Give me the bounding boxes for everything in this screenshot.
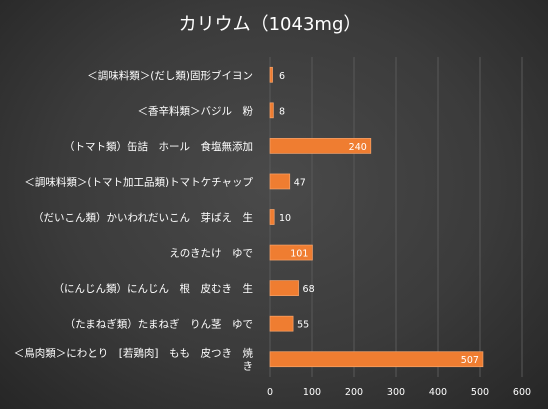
data-label: 507 [461, 355, 479, 366]
x-tick-label: 200 [345, 387, 363, 398]
data-label: 47 [294, 177, 306, 188]
bar [269, 315, 294, 332]
chart-title: カリウム（1043mg） [179, 14, 362, 35]
data-label: 10 [279, 213, 291, 224]
category-label: （だいこん類）かいわれだいこん 芽ばえ 生 [33, 211, 253, 224]
x-tick-label: 300 [387, 387, 405, 398]
bar [269, 102, 274, 119]
data-label: 55 [297, 320, 309, 331]
x-tick-label: 400 [429, 387, 447, 398]
category-label: （にんじん類）にんじん 根 皮むき 生 [54, 282, 254, 295]
x-tick-label: 600 [513, 387, 531, 398]
x-tick-label: 500 [471, 387, 489, 398]
category-label: ＜香辛料類＞バジル 粉 [138, 104, 254, 117]
x-tick-label: 0 [267, 387, 273, 398]
category-label: ＜調味料類＞(トマト加工品類)トマトケチャップ [24, 175, 253, 188]
bar [269, 351, 484, 368]
bar [269, 280, 299, 296]
category-label: （トマト類）缶詰 ホール 食塩無添加 [64, 140, 253, 153]
category-label: ＜鳥肉類＞にわとり [若鶏肉] もも 皮つき 焼き [14, 347, 254, 373]
category-label: ＜調味料類＞(だし類)固形ブイヨン [87, 69, 253, 82]
data-label: 68 [303, 284, 315, 295]
category-label: えのきたけ ゆで [169, 248, 253, 260]
bar [269, 209, 275, 225]
x-tick-label: 100 [303, 387, 321, 398]
bar [269, 138, 372, 154]
data-label: 8 [279, 106, 285, 117]
data-label: 6 [279, 71, 285, 82]
bar [269, 244, 313, 261]
data-label: 240 [349, 142, 367, 153]
bar [269, 66, 273, 83]
data-label: 101 [290, 249, 308, 260]
bar [269, 173, 291, 190]
category-label: （たまねぎ類）たまねぎ りん茎 ゆで [65, 318, 253, 331]
